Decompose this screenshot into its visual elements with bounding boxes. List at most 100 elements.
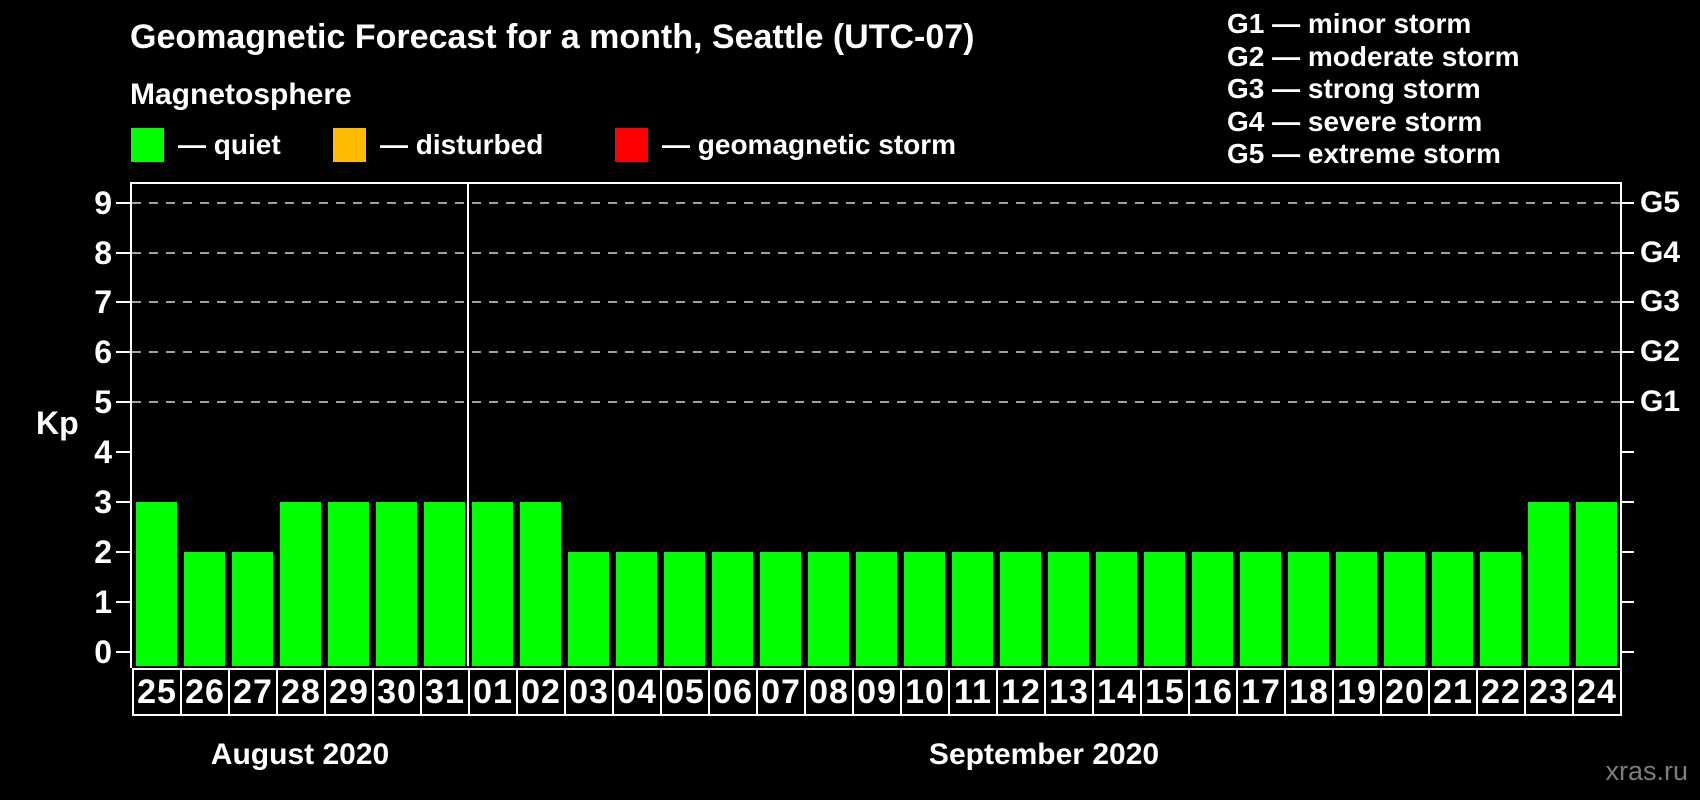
g-legend-line-g3: G3 — strong storm [1227, 73, 1481, 104]
gridline-kp6 [132, 351, 1620, 354]
plot-inner [132, 184, 1620, 666]
bar-day-14 [1095, 551, 1137, 666]
g-legend-line-g4: G4 — severe storm [1227, 105, 1483, 137]
date-cell-31: 31 [420, 668, 470, 716]
legend-label-quiet: — quiet [178, 129, 281, 160]
y-tick-left-5 [116, 401, 130, 404]
date-cell-01: 01 [468, 668, 518, 716]
y-tick-label-8: 8 [94, 234, 112, 271]
bar-day-15 [1143, 551, 1185, 666]
bar-day-26 [183, 551, 225, 666]
bar-day-11 [951, 551, 993, 666]
storm-color-swatch [615, 128, 648, 162]
y-tick-right-1 [1620, 600, 1634, 603]
y-tick-label-1: 1 [94, 583, 112, 620]
gridline-kp9 [132, 201, 1620, 204]
chart-subtitle: Magnetosphere [130, 78, 352, 111]
y-tick-right-7 [1620, 301, 1634, 304]
g-axis-label-g3: G3 [1640, 285, 1681, 319]
y-tick-left-3 [116, 501, 130, 503]
legend-item-disturbed: — disturbed [333, 128, 543, 162]
bar-day-13 [1047, 551, 1089, 666]
date-cell-25: 25 [132, 668, 182, 716]
y-tick-label-9: 9 [94, 184, 112, 221]
date-cell-08: 08 [804, 668, 854, 716]
month-label-august: August 2020 [210, 738, 390, 771]
y-tick-right-8 [1620, 251, 1634, 254]
quiet-color-swatch [131, 128, 164, 162]
gridline-kp8 [132, 251, 1620, 254]
bar-day-16 [1191, 551, 1233, 666]
g-legend-line-g2: G2 — moderate storm [1227, 40, 1520, 72]
date-cell-20: 20 [1380, 668, 1430, 716]
date-cell-10: 10 [900, 668, 950, 716]
date-cell-17: 17 [1236, 668, 1286, 716]
date-cell-09: 09 [852, 668, 902, 716]
date-cell-15: 15 [1140, 668, 1190, 716]
y-tick-right-6 [1620, 351, 1634, 354]
date-cell-19: 19 [1332, 668, 1382, 716]
y-tick-label-0: 0 [94, 633, 112, 670]
y-tick-label-3: 3 [94, 484, 112, 520]
bar-day-04 [615, 551, 657, 666]
date-cell-18: 18 [1284, 668, 1334, 716]
y-tick-left-8 [116, 251, 130, 254]
g-scale-legend: G1 — minor storm G2 — moderate storm G3 … [1227, 8, 1520, 171]
y-tick-left-9 [116, 201, 130, 204]
bar-day-22 [1479, 551, 1521, 666]
month-label-september: September 2020 [928, 738, 1160, 771]
bar-day-06 [711, 551, 753, 666]
bar-day-19 [1335, 551, 1377, 666]
date-cell-06: 06 [708, 668, 758, 716]
bar-day-12 [999, 551, 1041, 666]
date-cell-26: 26 [180, 668, 230, 716]
bar-day-01 [471, 502, 513, 666]
plot-area [130, 182, 1622, 668]
date-cell-02: 02 [516, 668, 566, 716]
g-axis-label-g2: G2 [1640, 335, 1681, 369]
bar-day-31 [423, 502, 465, 666]
g-legend-line-g1: G1 — minor storm [1227, 8, 1472, 39]
gridline-kp7 [132, 301, 1620, 304]
bar-day-30 [375, 502, 417, 666]
bar-day-05 [663, 551, 705, 666]
month-separator-line [467, 184, 469, 666]
gridline-kp5 [132, 401, 1620, 404]
y-tick-right-9 [1620, 201, 1634, 204]
date-cell-03: 03 [564, 668, 614, 716]
y-tick-left-7 [116, 301, 130, 304]
bar-day-18 [1287, 551, 1329, 666]
g-axis-label-g5: G5 [1640, 185, 1681, 219]
bar-day-10 [903, 551, 945, 666]
bar-day-17 [1239, 551, 1281, 666]
y-tick-label-2: 2 [94, 533, 112, 570]
bar-day-28 [279, 502, 321, 666]
y-tick-label-7: 7 [94, 284, 112, 321]
date-cell-30: 30 [372, 668, 422, 716]
bar-day-03 [567, 551, 609, 666]
legend-item-quiet: — quiet [131, 128, 281, 162]
bar-day-27 [231, 551, 273, 666]
bar-day-09 [855, 551, 897, 666]
date-cell-13: 13 [1044, 668, 1094, 716]
date-cell-05: 05 [660, 668, 710, 716]
chart-title: Geomagnetic Forecast for a month, Seattl… [130, 18, 975, 56]
disturbed-color-swatch [333, 128, 366, 162]
y-tick-left-6 [116, 351, 130, 354]
bar-day-08 [807, 551, 849, 666]
bar-day-07 [759, 551, 801, 666]
g-legend-line-g5: G5 — extreme storm [1227, 138, 1501, 169]
date-cell-07: 07 [756, 668, 806, 716]
date-cell-27: 27 [228, 668, 278, 716]
date-axis-row: 25 26 27 28 29 30 31 01 02 03 04 05 06 07 08 09 10 11 12 13… [132, 668, 1622, 716]
date-cell-16: 16 [1188, 668, 1238, 716]
y-tick-right-0 [1620, 650, 1634, 653]
date-cell-11: 11 [948, 668, 998, 716]
legend-label-disturbed: — disturbed [380, 129, 544, 160]
date-cell-28: 28 [276, 668, 326, 716]
legend-label-storm: — geomagnetic storm [662, 129, 957, 160]
y-tick-right-2 [1620, 550, 1634, 553]
y-tick-label-6: 6 [94, 334, 112, 371]
y-tick-left-4 [116, 451, 130, 454]
legend-item-storm: — geomagnetic storm [615, 128, 956, 162]
